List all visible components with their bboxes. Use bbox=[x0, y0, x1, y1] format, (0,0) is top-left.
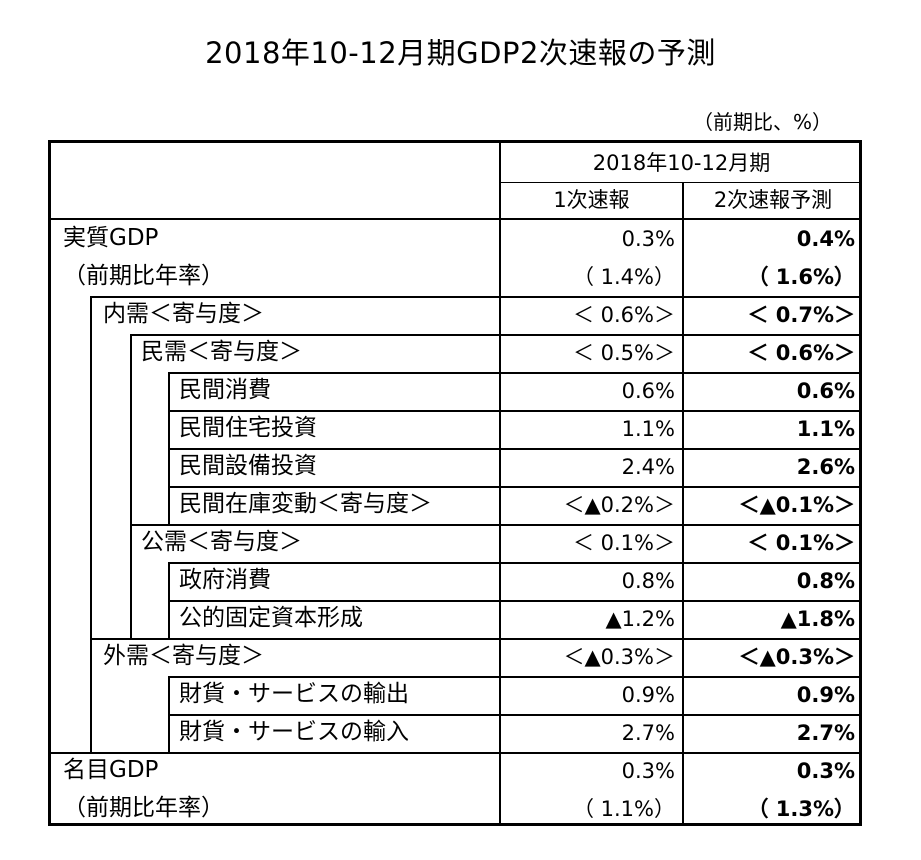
row-rule bbox=[131, 334, 859, 336]
row-value-second-forecast: 0.6% bbox=[796, 379, 855, 403]
row-value-second-forecast: 2.6% bbox=[796, 455, 855, 479]
row-rule bbox=[169, 410, 859, 412]
row-value-first-release: ＜ 0.1%＞ bbox=[572, 531, 675, 555]
row-label: 名目GDP bbox=[63, 757, 159, 783]
row-value-second-forecast: 0.9% bbox=[796, 683, 855, 707]
row-label: 民間消費 bbox=[179, 377, 271, 403]
row-value-second-forecast: 0.4% bbox=[796, 227, 855, 251]
row-value-second-forecast: 0.3% bbox=[796, 759, 855, 783]
header-period: 2018年10-12月期 bbox=[592, 151, 771, 175]
row-value-first-release: 2.4% bbox=[621, 455, 675, 479]
row-value-first-release: 2.7% bbox=[621, 721, 675, 745]
col-separator-values bbox=[682, 182, 684, 823]
row-label: 公的固定資本形成 bbox=[179, 605, 363, 631]
row-rule bbox=[131, 524, 859, 526]
row-value-second-forecast: ＜▲0.3%＞ bbox=[738, 645, 855, 669]
row-rule bbox=[169, 714, 859, 716]
row-value-first-release: ＜ 0.5%＞ bbox=[572, 341, 675, 365]
gdp-forecast-table: 2018年10-12月期 1次速報 2次速報予測 実質GDP 0.3% 0.4% （前… bbox=[48, 140, 862, 826]
indent-line-external-items bbox=[168, 676, 170, 752]
row-rule bbox=[169, 372, 859, 374]
row-label: 民間住宅投資 bbox=[179, 415, 317, 441]
row-value-first-release: 0.6% bbox=[621, 379, 675, 403]
row-label: 内需＜寄与度＞ bbox=[103, 301, 264, 327]
row-label: 民間在庫変動＜寄与度＞ bbox=[179, 491, 432, 517]
row-label: 外需＜寄与度＞ bbox=[103, 643, 264, 669]
row-value-second-forecast: ＜ 0.7%＞ bbox=[747, 303, 855, 327]
row-rule bbox=[169, 600, 859, 602]
row-label: 民間設備投資 bbox=[179, 453, 317, 479]
row-value-second-forecast: ＜▲0.1%＞ bbox=[738, 493, 855, 517]
indent-line-domestic bbox=[90, 296, 92, 752]
row-value-first-release: 0.8% bbox=[621, 569, 675, 593]
header-bottom-rule bbox=[51, 218, 859, 220]
row-label: 財貨・サービスの輸出 bbox=[179, 681, 409, 707]
row-label: 財貨・サービスの輸入 bbox=[179, 719, 409, 745]
row-label: 実質GDP bbox=[63, 225, 159, 251]
row-label: （前期比年率） bbox=[63, 795, 224, 821]
unit-note: （前期比、%） bbox=[692, 110, 832, 134]
indent-line-public-items bbox=[168, 562, 170, 638]
row-rule bbox=[51, 752, 859, 754]
row-value-second-forecast: ＜ 0.6%＞ bbox=[747, 341, 855, 365]
row-value-second-forecast: （ 1.3%） bbox=[747, 797, 855, 821]
row-value-first-release: ▲1.2% bbox=[605, 607, 675, 631]
row-label: （前期比年率） bbox=[63, 263, 224, 289]
row-label: 民需＜寄与度＞ bbox=[141, 339, 302, 365]
row-label: 政府消費 bbox=[179, 567, 271, 593]
row-value-second-forecast: （ 1.6%） bbox=[747, 265, 855, 289]
row-rule bbox=[169, 562, 859, 564]
header-divider bbox=[500, 182, 859, 183]
row-value-first-release: 0.9% bbox=[621, 683, 675, 707]
indent-line-private-items bbox=[168, 372, 170, 524]
row-value-first-release: （ 1.4%） bbox=[572, 265, 675, 289]
row-value-second-forecast: 0.8% bbox=[796, 569, 855, 593]
row-value-second-forecast: 1.1% bbox=[796, 417, 855, 441]
header-col2: 2次速報予測 bbox=[713, 188, 833, 212]
row-rule bbox=[169, 448, 859, 450]
row-value-second-forecast: ＜ 0.1%＞ bbox=[747, 531, 855, 555]
row-value-first-release: 0.3% bbox=[621, 759, 675, 783]
row-rule bbox=[169, 486, 859, 488]
row-rule bbox=[91, 296, 859, 298]
col-separator-label bbox=[499, 143, 501, 823]
row-value-first-release: ＜ 0.6%＞ bbox=[572, 303, 675, 327]
header-col1: 1次速報 bbox=[553, 188, 630, 212]
row-value-first-release: （ 1.1%） bbox=[572, 797, 675, 821]
page-title: 2018年10-12月期GDP2次速報の予測 bbox=[205, 36, 716, 70]
row-rule bbox=[169, 676, 859, 678]
row-value-first-release: 1.1% bbox=[621, 417, 675, 441]
row-value-second-forecast: ▲1.8% bbox=[780, 607, 855, 631]
row-rule bbox=[91, 638, 859, 640]
row-label: 公需＜寄与度＞ bbox=[141, 529, 302, 555]
indent-line-private bbox=[130, 334, 132, 638]
row-value-first-release: ＜▲0.2%＞ bbox=[563, 493, 675, 517]
row-value-first-release: 0.3% bbox=[621, 227, 675, 251]
row-value-first-release: ＜▲0.3%＞ bbox=[563, 645, 675, 669]
row-value-second-forecast: 2.7% bbox=[796, 721, 855, 745]
